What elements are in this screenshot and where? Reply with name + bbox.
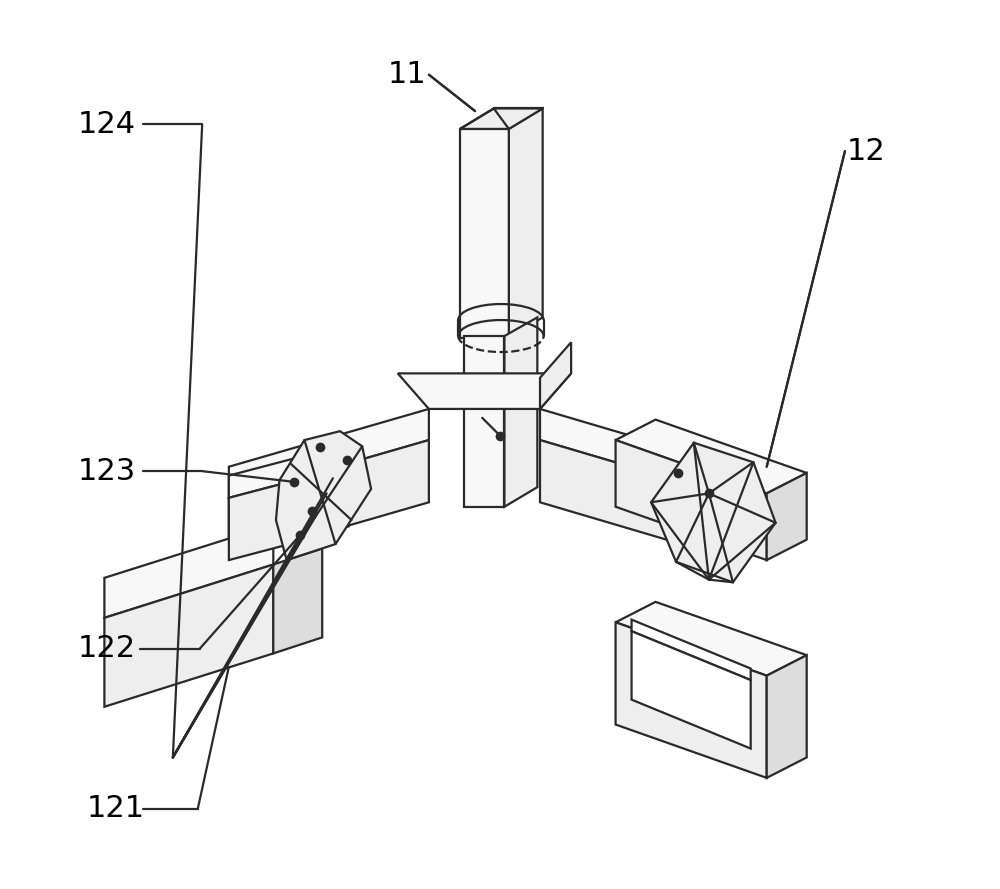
Polygon shape <box>540 409 736 498</box>
Polygon shape <box>104 565 273 707</box>
Text: 121: 121 <box>87 795 145 823</box>
Polygon shape <box>651 443 776 582</box>
Polygon shape <box>229 476 313 560</box>
Polygon shape <box>540 342 571 409</box>
Polygon shape <box>632 631 751 749</box>
Polygon shape <box>104 525 273 618</box>
Polygon shape <box>229 409 429 498</box>
Polygon shape <box>509 108 543 338</box>
Polygon shape <box>616 440 767 560</box>
Text: 122: 122 <box>78 635 136 663</box>
Polygon shape <box>273 549 322 653</box>
Polygon shape <box>767 473 807 560</box>
Polygon shape <box>767 655 807 778</box>
Text: 11: 11 <box>387 60 426 89</box>
Polygon shape <box>616 602 807 676</box>
Polygon shape <box>616 420 807 493</box>
Polygon shape <box>229 440 429 560</box>
Polygon shape <box>460 108 543 129</box>
Text: 124: 124 <box>78 110 136 139</box>
Polygon shape <box>460 129 509 338</box>
Text: 123: 123 <box>78 457 136 485</box>
Polygon shape <box>398 373 571 409</box>
Polygon shape <box>616 622 767 778</box>
Polygon shape <box>504 317 537 507</box>
Text: 12: 12 <box>847 137 886 165</box>
Polygon shape <box>632 620 751 680</box>
Polygon shape <box>276 431 371 560</box>
Polygon shape <box>464 336 504 507</box>
Polygon shape <box>540 440 736 560</box>
Polygon shape <box>313 464 349 538</box>
Polygon shape <box>229 453 313 498</box>
